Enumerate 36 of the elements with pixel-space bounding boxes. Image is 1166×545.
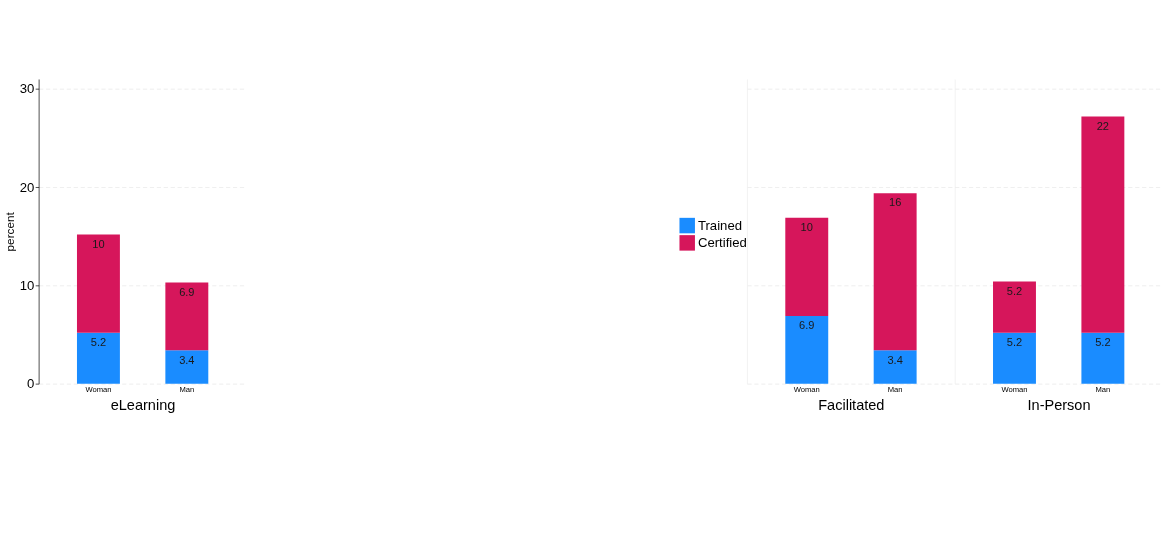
data-label: 6.9 <box>179 285 195 298</box>
data-label: 10 <box>800 220 813 233</box>
bar <box>785 315 829 384</box>
bar <box>76 332 120 384</box>
bar <box>873 193 917 351</box>
y-axis-title: percent <box>3 211 17 252</box>
data-label: 16 <box>889 196 902 209</box>
x-tick-label: Woman <box>1001 384 1028 394</box>
data-label: 5.2 <box>90 335 107 348</box>
x-tick-label: Man <box>179 384 195 394</box>
legend-label: Certified <box>697 235 747 251</box>
x-axis-title: In-Person <box>1027 397 1091 414</box>
bar <box>785 217 829 316</box>
data-label: 3.4 <box>887 353 903 366</box>
x-tick-label: Man <box>887 384 903 394</box>
x-axis-title: Facilitated <box>818 397 885 414</box>
data-label: 22 <box>1096 119 1110 132</box>
legend-label: Trained <box>697 217 743 233</box>
bar <box>165 282 209 351</box>
x-tick-label: Man <box>1095 384 1111 394</box>
data-label: 5.2 <box>1006 284 1023 297</box>
bar <box>873 350 917 384</box>
x-tick-label: Woman <box>793 384 820 394</box>
y-tick-label: 0 <box>26 376 35 392</box>
y-tick-label: 20 <box>19 179 35 195</box>
y-tick-label: 10 <box>19 278 35 294</box>
data-label: 10 <box>92 237 105 250</box>
data-label: 5.2 <box>1006 335 1023 348</box>
bar <box>165 350 209 384</box>
data-label: 3.4 <box>179 353 195 366</box>
y-tick-label: 30 <box>19 81 35 97</box>
data-label: 5.2 <box>1095 335 1111 348</box>
data-label: 6.9 <box>799 319 815 332</box>
x-axis-title: eLearning <box>110 397 176 414</box>
x-tick-label: Woman <box>85 384 112 394</box>
bar <box>76 234 120 333</box>
